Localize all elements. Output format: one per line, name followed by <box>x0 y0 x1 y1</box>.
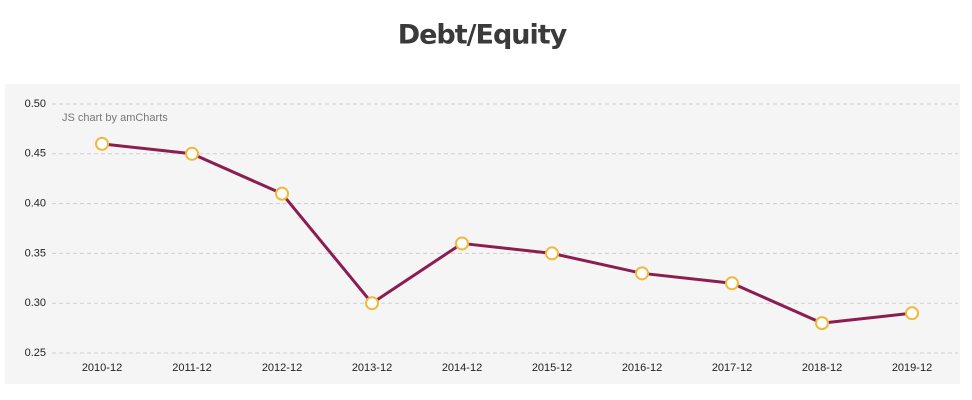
chart-title: Debt/Equity <box>398 20 568 51</box>
line <box>101 142 913 325</box>
y-tick-label: 0.35 <box>25 247 46 259</box>
point <box>185 146 199 161</box>
point <box>545 246 559 261</box>
point <box>455 236 469 251</box>
point <box>725 276 739 291</box>
point <box>905 306 919 321</box>
x-tick-label: 2010-12 <box>82 362 122 374</box>
point <box>635 266 649 281</box>
y-tick-label: 0.30 <box>25 297 46 309</box>
x-tick-label: 2013-12 <box>352 362 392 374</box>
x-tick-label: 2016-12 <box>622 362 662 374</box>
y-tick-label: 0.45 <box>25 148 46 160</box>
point <box>365 296 379 311</box>
x-tick-label: 2014-12 <box>442 362 482 374</box>
y-tick-label: 0.50 <box>25 98 46 110</box>
plot-background <box>5 84 960 384</box>
y-tick-label: 0.25 <box>25 347 46 359</box>
x-tick-label: 2015-12 <box>532 362 572 374</box>
x-tick-label: 2017-12 <box>712 362 752 374</box>
x-tick-label: 2018-12 <box>802 362 842 374</box>
x-tick-label: 2011-12 <box>172 362 212 374</box>
x-tick-label: 2019-12 <box>892 362 932 374</box>
x-tick-label: 2012-12 <box>262 362 302 374</box>
point <box>275 186 289 201</box>
y-tick-label: 0.40 <box>25 198 46 210</box>
watermark: JS chart by amCharts <box>62 112 168 124</box>
point <box>95 136 109 151</box>
point <box>815 316 829 331</box>
